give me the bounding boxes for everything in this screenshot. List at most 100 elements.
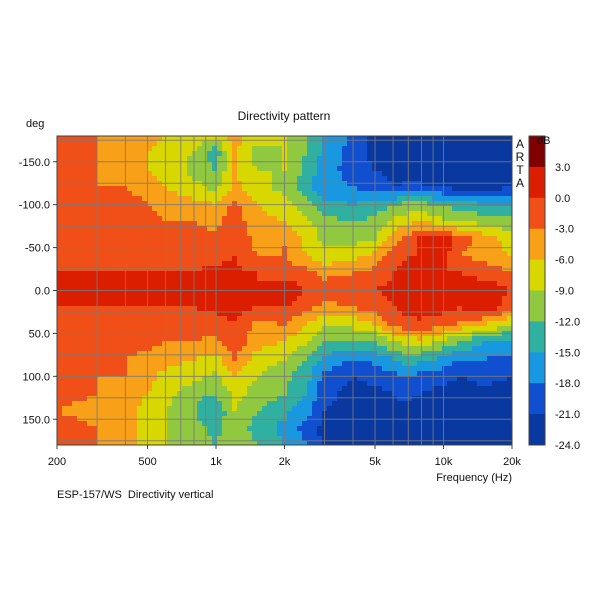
heatmap-cell [217,406,223,412]
heatmap-cell [117,221,123,227]
heatmap-cell [397,256,403,262]
heatmap-cell [162,356,168,362]
heatmap-cell [257,256,263,262]
heatmap-cell [407,391,413,397]
heatmap-cell [82,341,88,347]
heatmap-cell [302,246,308,252]
heatmap-cell [382,231,388,237]
heatmap-cell [187,256,193,262]
heatmap-cell [107,256,113,262]
heatmap-cell [252,201,258,207]
heatmap-cell [297,301,303,307]
heatmap-cell [302,166,308,172]
heatmap-cell [462,366,468,372]
heatmap-cell [212,346,218,352]
heatmap-cell [427,136,433,142]
heatmap-cell [262,301,268,307]
heatmap-cell [487,396,493,402]
heatmap-cell [447,171,453,177]
heatmap-cell [472,316,478,322]
heatmap-cell [472,406,478,412]
heatmap-cell [312,371,318,377]
heatmap-cell [417,141,423,147]
heatmap-cell [337,401,343,407]
heatmap-cell [267,261,273,267]
heatmap-cell [457,286,463,292]
heatmap-cell [192,171,198,177]
heatmap-cell [237,376,243,382]
heatmap-cell [352,261,358,267]
heatmap-cell [167,386,173,392]
heatmap-cell [242,136,248,142]
heatmap-cell [227,136,233,142]
heatmap-cell [217,261,223,267]
heatmap-cell [127,371,133,377]
heatmap-cell [257,296,263,302]
heatmap-cell [272,241,278,247]
heatmap-cell [387,406,393,412]
heatmap-cell [312,151,318,157]
heatmap-cell [132,226,138,232]
heatmap-cell [67,401,73,407]
heatmap-cell [232,366,238,372]
heatmap-cell [457,221,463,227]
heatmap-cell [162,156,168,162]
heatmap-cell [82,161,88,167]
heatmap-cell [227,146,233,152]
heatmap-cell [142,286,148,292]
heatmap-cell [217,146,223,152]
heatmap-cell [167,221,173,227]
heatmap-cell [377,301,383,307]
heatmap-cell [492,186,498,192]
heatmap-cell [202,306,208,312]
heatmap-cell [467,341,473,347]
heatmap-cell [187,176,193,182]
heatmap-cell [162,406,168,412]
heatmap-cell [447,241,453,247]
heatmap-cell [387,346,393,352]
heatmap-cell [362,286,368,292]
heatmap-cell [147,291,153,297]
heatmap-cell [482,251,488,257]
heatmap-cell [157,156,163,162]
heatmap-cell [497,376,503,382]
heatmap-cell [262,171,268,177]
heatmap-cell [312,396,318,402]
heatmap-cell [262,246,268,252]
heatmap-cell [202,396,208,402]
heatmap-cell [162,341,168,347]
heatmap-cell [187,326,193,332]
heatmap-cell [102,381,108,387]
heatmap-cell [472,326,478,332]
heatmap-cell [232,271,238,277]
heatmap-cell [472,271,478,277]
heatmap-cell [202,171,208,177]
heatmap-cell [237,306,243,312]
heatmap-cell [352,351,358,357]
heatmap-cell [352,171,358,177]
heatmap-cell [117,166,123,172]
heatmap-cell [292,226,298,232]
heatmap-cell [202,341,208,347]
heatmap-cell [132,176,138,182]
heatmap-cell [97,326,103,332]
heatmap-cell [467,321,473,327]
heatmap-cell [257,276,263,282]
heatmap-cell [67,261,73,267]
heatmap-cell [497,396,503,402]
heatmap-cell [472,141,478,147]
heatmap-cell [467,336,473,342]
heatmap-cell [127,306,133,312]
heatmap-cell [422,286,428,292]
heatmap-cell [347,361,353,367]
heatmap-cell [157,171,163,177]
heatmap-cell [412,346,418,352]
heatmap-cell [432,321,438,327]
heatmap-cell [292,211,298,217]
heatmap-cell [417,191,423,197]
heatmap-cell [417,186,423,192]
heatmap-cell [362,401,368,407]
heatmap-cell [147,381,153,387]
heatmap-cell [447,326,453,332]
heatmap-cell [277,371,283,377]
